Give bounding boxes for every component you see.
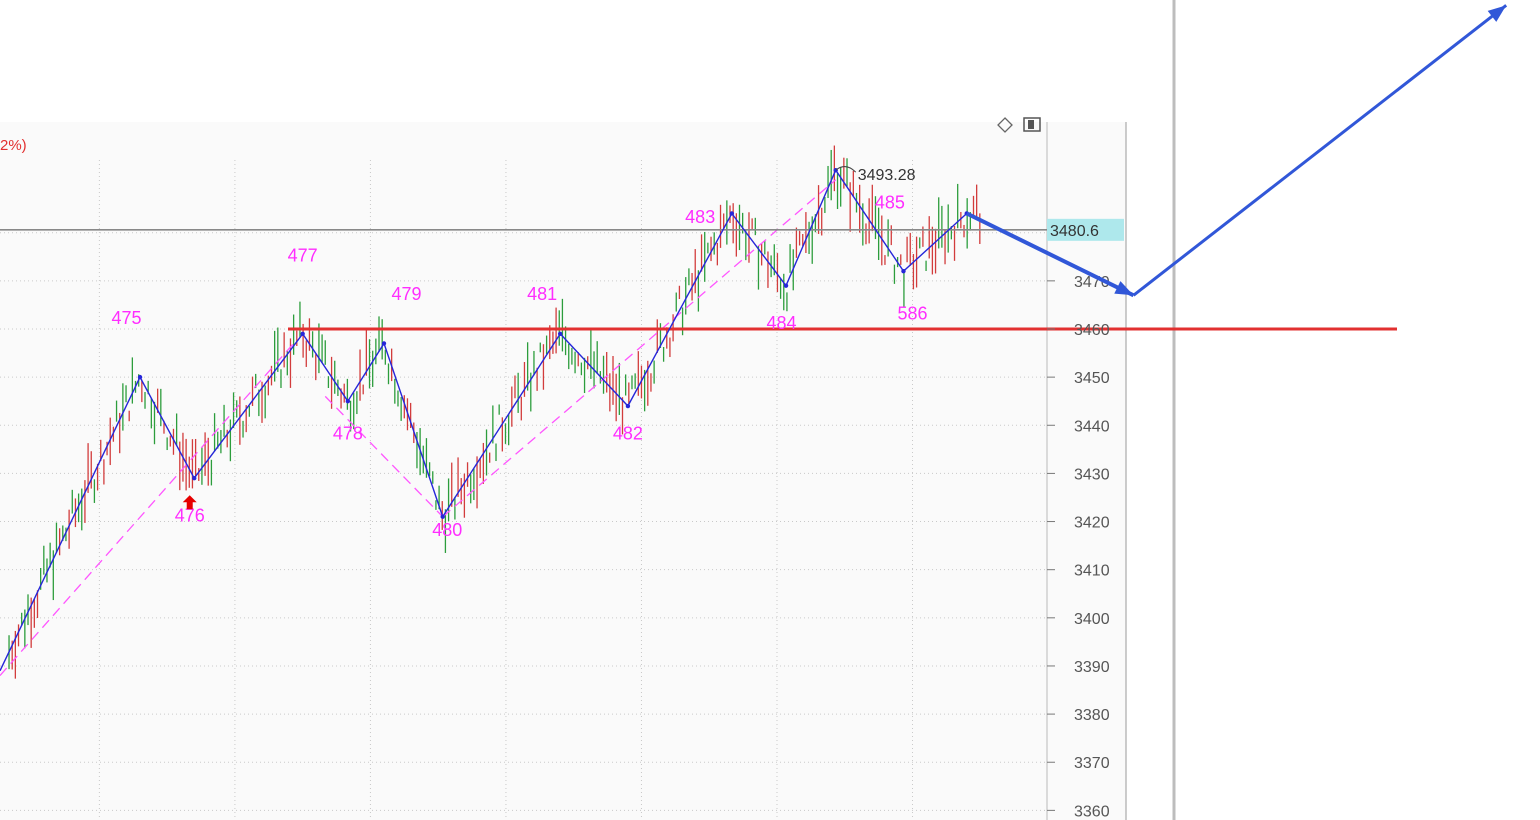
wave-label: 485	[875, 193, 905, 213]
channel-line	[0, 343, 295, 677]
y-tick-label: 3390	[1074, 659, 1110, 676]
buy-signal	[182, 495, 197, 510]
wave-label: 482	[613, 424, 643, 444]
projection-up-leg	[1132, 4, 1508, 297]
projection-arrow	[965, 4, 1508, 298]
y-tick-label: 3430	[1074, 466, 1110, 483]
zigzag-pivot	[783, 283, 789, 288]
high-value-label: 3493.28	[858, 167, 916, 184]
y-tick-label: 3440	[1074, 418, 1110, 435]
levels	[0, 229, 1397, 331]
wave-label: 481	[527, 284, 557, 304]
zigzag-pivot	[729, 211, 735, 216]
zigzag-pivot	[300, 331, 305, 337]
high-annotation: 3493.28	[835, 166, 916, 184]
projection-down-leg	[965, 211, 1135, 298]
y-tick-label: 3450	[1074, 370, 1110, 387]
diamond-icon[interactable]	[997, 117, 1013, 133]
current-price-label: 3480.6	[1050, 223, 1099, 240]
zigzag-pivot	[557, 331, 563, 337]
wave-label: 478	[333, 424, 363, 444]
y-tick-label: 3360	[1074, 803, 1110, 820]
zigzag-pivot	[901, 269, 906, 274]
zigzag-pivot	[137, 374, 143, 380]
wave-label: 480	[432, 520, 462, 540]
zigzag-pivot	[440, 514, 445, 519]
buy-arrow-icon	[182, 495, 197, 510]
y-tick-label: 3380	[1074, 707, 1110, 724]
wave-label: 586	[897, 303, 927, 323]
current-price-tag: 3480.6	[1047, 218, 1124, 241]
wave-label: 483	[685, 207, 715, 227]
zigzag-pivot	[381, 341, 387, 346]
panel-icon[interactable]	[1023, 117, 1041, 132]
change-percent-label: 2%)	[0, 137, 27, 154]
wave-label: 475	[111, 308, 141, 328]
y-tick-label: 3370	[1074, 755, 1110, 772]
y-tick-label: 3460	[1074, 322, 1110, 339]
projection-down-arrowhead-icon	[1114, 281, 1134, 296]
wave-label: 479	[392, 284, 422, 304]
channel-line	[324, 395, 444, 518]
wave-label: 477	[288, 246, 318, 266]
wave-labels: 475 476 477 478 479 480 481 482 483 484 485 586	[111, 193, 927, 540]
zigzag-line	[0, 168, 968, 672]
y-tick-label: 3420	[1074, 515, 1110, 532]
channel-lines	[0, 179, 837, 677]
y-tick-label: 3410	[1074, 563, 1110, 580]
zigzag-pivot	[192, 476, 197, 481]
projection-up-arrowhead-icon	[1487, 5, 1507, 22]
zigzag-pivot	[345, 399, 351, 404]
channel-line	[442, 179, 837, 518]
wave-label: 484	[766, 313, 796, 333]
wave-label: 476	[175, 506, 205, 526]
y-tick-label: 3400	[1074, 611, 1110, 628]
zigzag-pivot	[625, 403, 631, 409]
